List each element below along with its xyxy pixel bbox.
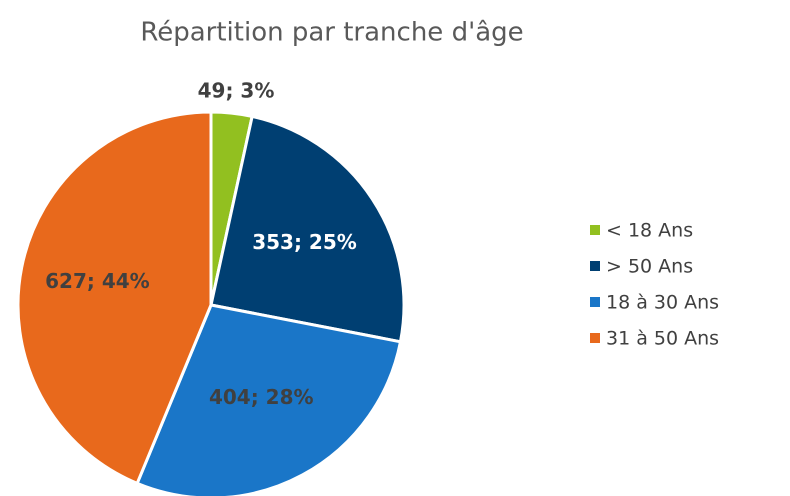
legend-label: > 50 Ans [606,256,693,278]
legend-label: 31 à 50 Ans [606,328,719,350]
legend-label: < 18 Ans [606,220,693,242]
legend-swatch [590,261,600,271]
legend-label: 18 à 30 Ans [606,292,719,314]
pie-slice [209,114,406,344]
data-label: 404; 28% [209,385,314,409]
legend-swatch [590,297,600,307]
data-label: 627; 44% [45,269,150,293]
legend-swatch [590,225,600,235]
data-label: 49; 3% [198,79,275,103]
legend-swatch [590,333,600,343]
pie-slice [135,303,403,496]
chart-title: Répartition par tranche d'âge [140,18,523,48]
data-label: 353; 25% [252,230,357,254]
pie-slice [16,110,213,486]
